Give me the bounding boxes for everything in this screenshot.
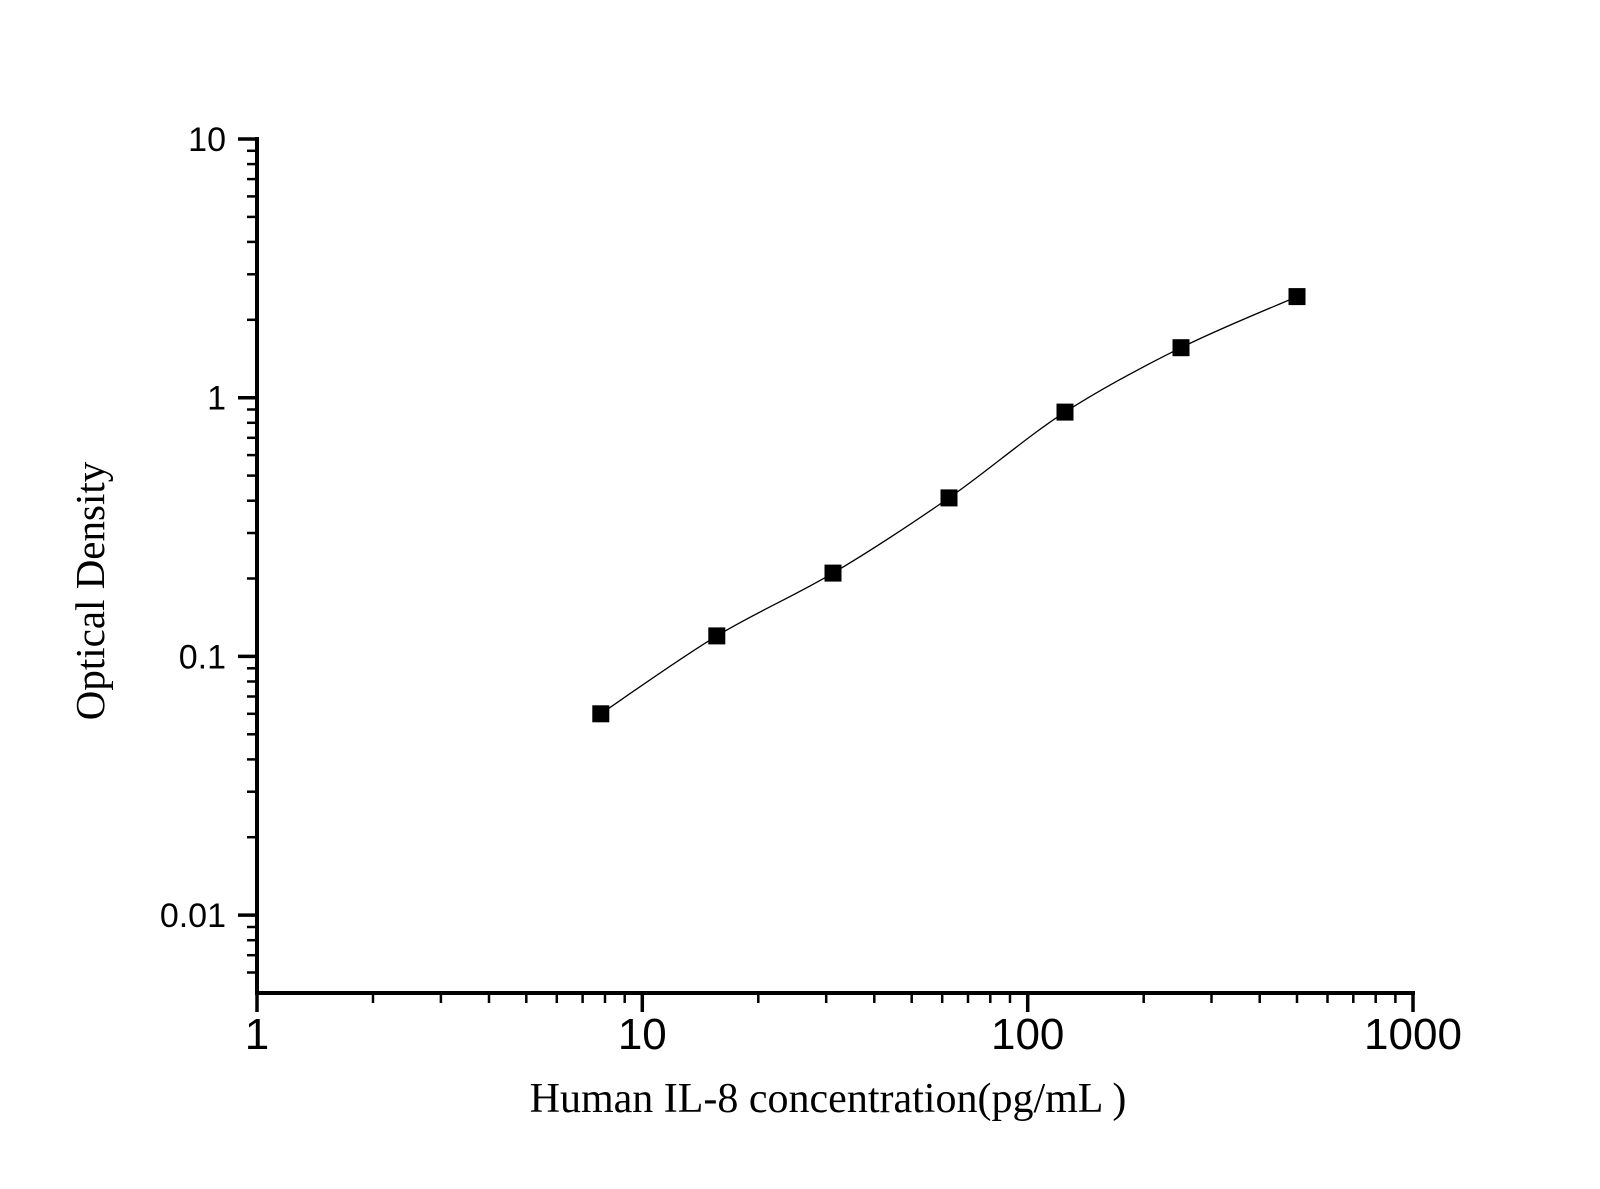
- x-axis-tick-label: 100: [991, 1010, 1064, 1059]
- y-axis-tick-label: 0.01: [160, 897, 226, 935]
- x-axis-tick-label: 1: [245, 1010, 269, 1059]
- data-point-marker: [824, 564, 842, 582]
- x-axis-tick-label: 1000: [1364, 1010, 1462, 1059]
- y-axis-tick-label: 10: [188, 121, 226, 159]
- data-point-marker: [1288, 288, 1306, 306]
- data-point-marker: [1172, 339, 1190, 357]
- axes: 1 10 100 1000 10 1 0.1 0.01: [160, 121, 1462, 1059]
- y-axis-title: Optical Density: [67, 461, 113, 720]
- x-axis-tick-label: 10: [618, 1010, 667, 1059]
- data-point-marker: [708, 627, 726, 645]
- data-point-marker: [592, 705, 610, 723]
- data-series: [592, 288, 1306, 723]
- x-axis-title: Human IL-8 concentration(pg/mL ): [530, 1076, 1127, 1122]
- data-point-marker: [940, 489, 958, 507]
- y-axis-tick-label: 1: [207, 380, 226, 418]
- data-point-marker: [1056, 403, 1074, 421]
- y-axis-tick-label: 0.1: [179, 638, 226, 676]
